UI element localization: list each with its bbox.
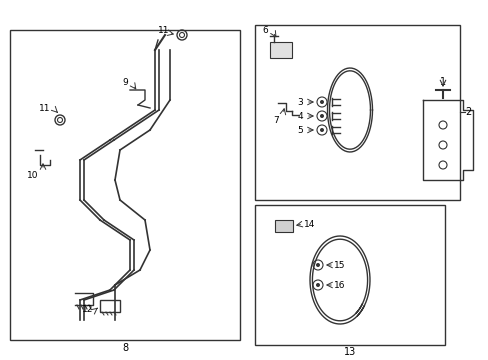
Circle shape bbox=[315, 263, 319, 267]
FancyBboxPatch shape bbox=[269, 42, 291, 58]
Circle shape bbox=[319, 114, 324, 118]
Circle shape bbox=[319, 128, 324, 132]
Circle shape bbox=[315, 283, 319, 287]
Text: 1: 1 bbox=[439, 77, 445, 87]
Text: 14: 14 bbox=[304, 220, 315, 229]
Text: 15: 15 bbox=[334, 261, 345, 270]
Text: 4: 4 bbox=[297, 112, 302, 121]
Text: 6: 6 bbox=[262, 26, 267, 35]
FancyBboxPatch shape bbox=[274, 220, 292, 232]
Text: 10: 10 bbox=[27, 171, 39, 180]
Text: 7: 7 bbox=[273, 116, 278, 125]
Text: 13: 13 bbox=[343, 347, 355, 357]
Bar bbox=[10, 30, 240, 340]
Text: 11: 11 bbox=[158, 26, 169, 35]
Text: 9: 9 bbox=[122, 77, 128, 86]
Bar bbox=[254, 205, 444, 345]
Text: 2: 2 bbox=[464, 107, 470, 117]
Text: 12: 12 bbox=[82, 306, 94, 315]
Text: 5: 5 bbox=[297, 126, 302, 135]
Bar bbox=[254, 25, 459, 200]
Text: 3: 3 bbox=[297, 98, 302, 107]
Circle shape bbox=[319, 100, 324, 104]
Text: 8: 8 bbox=[122, 343, 128, 353]
Bar bbox=[100, 300, 120, 312]
Text: 11: 11 bbox=[39, 104, 51, 112]
Text: 16: 16 bbox=[334, 280, 345, 289]
